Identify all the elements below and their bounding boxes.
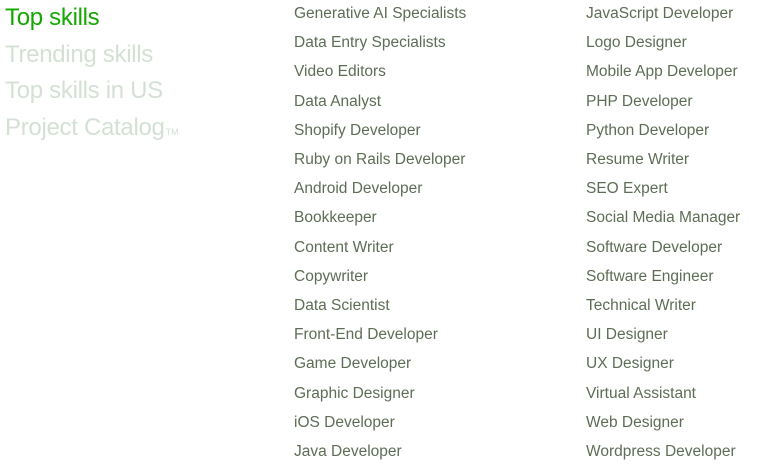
- skill-link[interactable]: Data Scientist: [294, 297, 390, 315]
- skill-link[interactable]: Social Media Manager: [586, 209, 741, 227]
- skills-column-1: Generative AI Specialists Data Entry Spe…: [294, 0, 466, 466]
- skill-link[interactable]: Technical Writer: [586, 297, 696, 315]
- skill-link[interactable]: Virtual Assistant: [586, 384, 696, 402]
- skill-link[interactable]: Generative AI Specialists: [294, 5, 467, 22]
- tab-project-catalog[interactable]: Project CatalogTM: [5, 110, 265, 151]
- skills-column-2: JavaScript Developer Logo Designer Mobil…: [586, 0, 740, 466]
- skill-link[interactable]: Bookkeeper: [294, 209, 377, 227]
- skill-link[interactable]: Logo Designer: [586, 34, 687, 52]
- skill-link[interactable]: Software Engineer: [586, 267, 714, 285]
- skills-category-tabs: Top skills Trending skills Top skills in…: [5, 0, 265, 150]
- skill-link[interactable]: Resume Writer: [586, 151, 690, 169]
- skill-link[interactable]: Android Developer: [294, 180, 423, 198]
- skill-link[interactable]: SEO Expert: [586, 180, 668, 198]
- skill-link[interactable]: Wordpress Developer: [586, 443, 736, 461]
- skill-link[interactable]: Web Designer: [586, 413, 684, 431]
- skill-link[interactable]: UI Designer: [586, 326, 668, 344]
- skill-link[interactable]: Video Editors: [294, 63, 386, 81]
- tab-project-catalog-label: Project Catalog: [5, 113, 165, 141]
- tab-top-skills[interactable]: Top skills: [5, 4, 100, 31]
- tab-trending-skills[interactable]: Trending skills: [5, 40, 153, 68]
- skill-link[interactable]: iOS Developer: [294, 413, 395, 431]
- skill-link[interactable]: Mobile App Developer: [586, 63, 738, 81]
- skill-link[interactable]: Content Writer: [294, 238, 394, 256]
- skill-link[interactable]: Front-End Developer: [294, 326, 438, 344]
- skill-link[interactable]: Ruby on Rails Developer: [294, 151, 466, 169]
- skill-link[interactable]: Java Developer: [294, 443, 402, 461]
- skill-link[interactable]: Data Entry Specialists: [294, 34, 446, 52]
- skill-link[interactable]: UX Designer: [586, 355, 674, 373]
- trademark-mark: TM: [165, 126, 179, 137]
- skill-link[interactable]: Python Developer: [586, 121, 710, 139]
- skill-link[interactable]: Data Analyst: [294, 92, 382, 110]
- skill-link[interactable]: Copywriter: [294, 267, 369, 285]
- skill-link[interactable]: Graphic Designer: [294, 384, 415, 402]
- skill-link[interactable]: Software Developer: [586, 238, 723, 256]
- skill-link[interactable]: Game Developer: [294, 355, 412, 373]
- skill-link[interactable]: Shopify Developer: [294, 121, 421, 139]
- skill-link[interactable]: PHP Developer: [586, 92, 693, 110]
- tab-top-skills-in-us[interactable]: Top skills in US: [5, 77, 163, 104]
- skill-link[interactable]: JavaScript Developer: [586, 5, 734, 22]
